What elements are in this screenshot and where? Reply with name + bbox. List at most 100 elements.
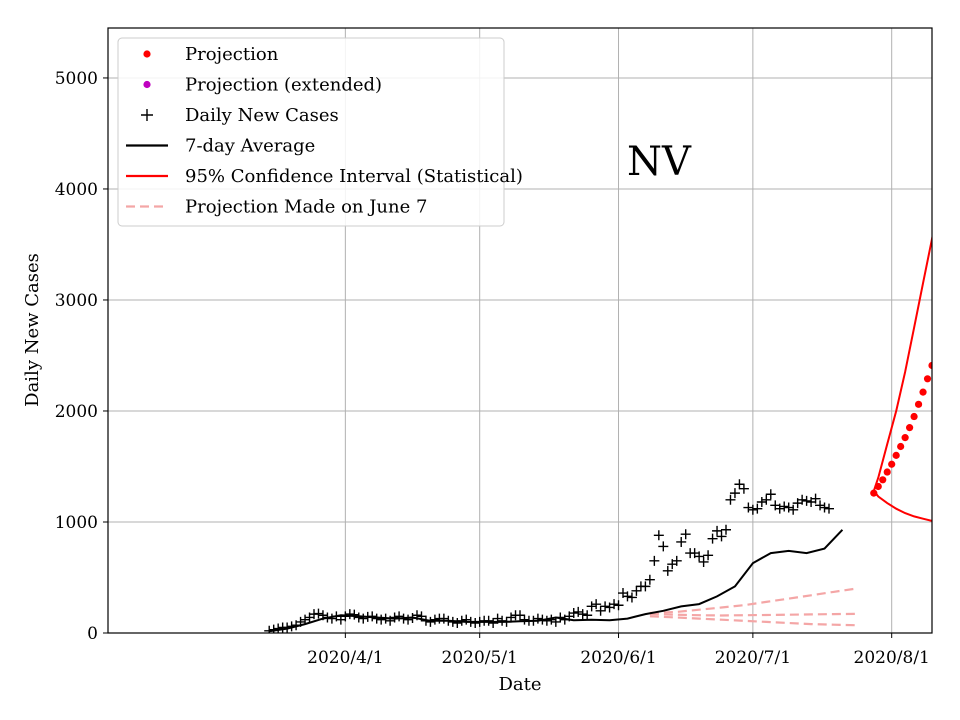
y-tick-label: 4000 (55, 180, 98, 200)
legend-item: Projection (143, 44, 279, 65)
legend-dot-marker (143, 80, 151, 89)
y-tick-label: 5000 (55, 69, 98, 89)
daily-case-marker (573, 606, 584, 617)
daily-case-marker (671, 555, 682, 566)
daily-case-marker (761, 494, 772, 505)
projection-point (933, 347, 940, 354)
daily-case-marker (403, 614, 414, 625)
projection-point (870, 489, 878, 497)
daily-case-marker (644, 574, 655, 585)
legend-dot-marker (143, 50, 151, 58)
daily-case-marker (488, 618, 499, 629)
daily-case-marker (797, 494, 808, 505)
daily-case-marker (779, 501, 790, 512)
daily-case-marker (752, 503, 763, 514)
daily-case-marker (631, 585, 642, 596)
daily-case-marker (550, 616, 561, 627)
state-annotation: NV (627, 139, 692, 185)
daily-case-marker (721, 524, 731, 535)
daily-case-marker (483, 615, 494, 626)
projection-point (892, 451, 900, 459)
daily-case-marker (591, 599, 602, 610)
projection-point (874, 482, 882, 491)
y-tick-label: 0 (87, 624, 98, 644)
daily-case-marker (783, 502, 794, 513)
daily-case-marker (716, 531, 727, 542)
projection-point (901, 434, 909, 442)
daily-case-marker (425, 616, 436, 627)
june7-projection-line (649, 612, 856, 617)
y-tick-label: 2000 (55, 402, 98, 422)
daily-case-marker (649, 555, 660, 566)
legend-item: Projection (extended) (143, 75, 382, 96)
daily-case-marker (658, 541, 669, 552)
daily-case-marker (429, 614, 440, 625)
daily-case-marker (515, 610, 525, 621)
x-tick-label: 2020/7/1 (715, 648, 791, 668)
daily-case-marker (738, 483, 749, 494)
projection-point (897, 442, 905, 451)
x-axis-label: Date (498, 674, 541, 695)
legend-label: 7-day Average (185, 136, 315, 157)
daily-case-marker (326, 613, 337, 624)
grid (108, 28, 932, 634)
daily-case-marker (568, 608, 579, 619)
legend-label: Projection Made on June 7 (185, 197, 427, 218)
legend-label: Projection (extended) (185, 75, 382, 96)
projection-point (937, 333, 944, 340)
legend: Projection Projection (extended) Daily New… (117, 37, 523, 227)
daily-case-marker (600, 601, 611, 612)
projection-point (928, 361, 932, 370)
projection-point (951, 285, 958, 292)
daily-case-marker (712, 525, 723, 536)
x-tick-label: 2020/6/1 (580, 648, 656, 668)
legend-plus-marker (141, 109, 153, 121)
legend-item: 7-day Average (126, 136, 315, 157)
projection-point (879, 476, 887, 484)
daily-case-marker (577, 609, 588, 620)
daily-case-marker (703, 550, 714, 561)
ticks: 2020/4/1 2020/5/1 2020/6/1 2020/7/1 2020/8/1… (55, 69, 930, 668)
daily-case-marker (470, 618, 481, 629)
daily-case-marker (824, 503, 834, 514)
daily-case-marker (801, 495, 812, 506)
daily-case-marker (815, 500, 826, 511)
daily-case-marker (680, 529, 691, 540)
legend-label: Daily New Cases (185, 105, 339, 126)
projection-point (906, 424, 914, 432)
daily-case-marker (788, 504, 799, 515)
projection-point (955, 270, 960, 277)
daily-case-marker (300, 614, 311, 625)
daily-case-marker (756, 497, 767, 508)
daily-case-marker (622, 591, 633, 602)
legend-item: Projection Made on June 7 (126, 197, 427, 218)
daily-case-marker (461, 614, 472, 625)
daily-case-marker (747, 504, 758, 515)
legend-label: 95% Confidence Interval (Statistical) (185, 166, 523, 187)
daily-case-marker (707, 533, 718, 544)
daily-case-marker (582, 610, 593, 621)
legend-item: 95% Confidence Interval (Statistical) (126, 166, 523, 187)
daily-case-marker (662, 565, 673, 576)
daily-case-marker (725, 494, 736, 505)
y-tick-label: 3000 (55, 291, 98, 311)
x-tick-label: 2020/5/1 (442, 648, 518, 668)
daily-case-marker (774, 503, 785, 514)
daily-case-marker (698, 556, 709, 567)
daily-case-marker (452, 618, 463, 629)
daily-case-marker (676, 536, 687, 547)
projection-point (923, 375, 932, 383)
x-tick-label: 2020/8/1 (854, 648, 930, 668)
daily-case-marker (595, 605, 606, 616)
projection-point (946, 301, 953, 308)
legend-item: Daily New Cases (141, 105, 339, 126)
projection-point (914, 400, 923, 408)
data-layer (264, 233, 960, 633)
daily-case-marker (640, 581, 651, 592)
daily-case-marker (819, 502, 830, 513)
daily-case-marker (694, 551, 705, 562)
daily-case-marker (810, 493, 821, 504)
daily-case-marker (358, 613, 369, 624)
seven-day-average-line (269, 529, 844, 633)
daily-case-marker (609, 599, 620, 610)
